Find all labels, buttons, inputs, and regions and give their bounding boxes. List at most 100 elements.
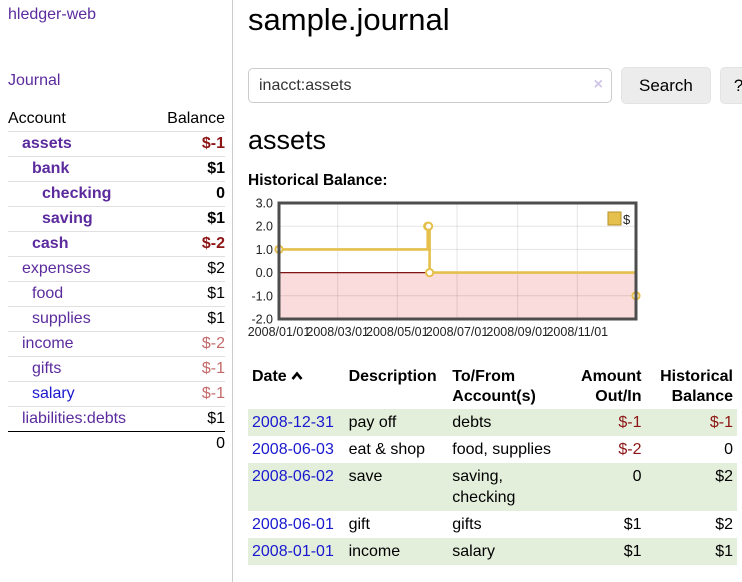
register-balance: $2: [715, 516, 733, 533]
account-row: assets $-1: [8, 132, 225, 157]
account-name-cell: salary: [8, 381, 154, 407]
page-title: sample.journal: [248, 2, 450, 37]
register-description: gift: [348, 516, 370, 533]
account-balance: $1: [153, 281, 225, 307]
main-content: sample.journal × Search ? assets Histori…: [233, 0, 742, 582]
account-name-cell: expenses: [8, 256, 154, 282]
account-row: checking 0: [8, 181, 225, 207]
register-date-cell: 2008-01-01: [248, 538, 345, 565]
svg-text:2008/03/01: 2008/03/01: [306, 325, 369, 339]
transaction-date-link[interactable]: 2008-06-01: [252, 516, 334, 533]
account-row: food $1: [8, 281, 225, 307]
accounts-total-spacer: [8, 431, 154, 456]
register-amount: $-1: [618, 414, 642, 431]
account-balance: $-1: [201, 135, 225, 152]
account-name-cell: checking: [8, 181, 154, 207]
transaction-date-link[interactable]: 2008-01-01: [252, 543, 334, 560]
account-link-expenses[interactable]: expenses: [22, 260, 91, 277]
sidebar: hledger-web Journal Account Balance asse…: [0, 0, 233, 582]
chart-legend: $: [607, 211, 631, 227]
register-header-balance: Historical Balance: [660, 368, 733, 405]
account-link-cash[interactable]: cash: [32, 235, 69, 252]
account-name-cell: income: [8, 331, 154, 357]
register-header-date[interactable]: Date: [248, 365, 345, 409]
svg-text:2008/09/01: 2008/09/01: [486, 325, 549, 339]
account-balance: $-2: [153, 331, 225, 357]
chart-title: Historical Balance:: [248, 172, 388, 189]
svg-text:3.0: 3.0: [256, 197, 273, 211]
accounts-total-balance: 0: [153, 431, 225, 456]
account-name-cell: liabilities:debts: [8, 406, 154, 432]
accounts-header-row: Account Balance: [8, 107, 225, 132]
account-link-assets[interactable]: assets: [22, 135, 72, 152]
register-date-cell: 2008-06-01: [248, 511, 345, 538]
accounts-total-row: 0: [8, 431, 225, 456]
svg-text:1.0: 1.0: [256, 243, 273, 257]
account-name-cell: gifts: [8, 356, 154, 382]
account-row: supplies $1: [8, 306, 225, 332]
register-table: Date Description To/From Account(s) Amou…: [248, 365, 737, 565]
register-row: 2008-12-31 pay off debts $-1 $-1: [248, 409, 737, 436]
register-header-amount: Amount Out/In: [581, 368, 642, 405]
account-name-cell: assets: [8, 132, 154, 157]
svg-text:2008/11/01: 2008/11/01: [546, 325, 608, 339]
register-description: eat & shop: [348, 441, 426, 458]
register-amount: $1: [623, 516, 642, 533]
register-accounts: debts: [452, 414, 492, 431]
svg-text:2.0: 2.0: [256, 220, 273, 234]
register-row: 2008-06-01 gift gifts $1 $2: [248, 511, 737, 538]
register-balance: $1: [715, 543, 733, 560]
account-row: salary $-1: [8, 381, 225, 407]
svg-text:-2.0: -2.0: [251, 313, 273, 327]
register-header-date-label: Date: [252, 368, 287, 385]
register-amount: 0: [632, 468, 642, 485]
account-row: expenses $2: [8, 256, 225, 282]
svg-text:0.0: 0.0: [256, 266, 273, 280]
account-link-bank[interactable]: bank: [32, 160, 70, 177]
transaction-date-link[interactable]: 2008-12-31: [252, 414, 334, 431]
account-row: liabilities:debts $1: [8, 406, 225, 432]
account-link-income[interactable]: income: [22, 335, 74, 352]
account-link-checking[interactable]: checking: [42, 185, 112, 202]
register-header-row: Date Description To/From Account(s) Amou…: [248, 365, 737, 409]
transaction-date-link[interactable]: 2008-06-02: [252, 468, 334, 485]
account-balance: $1: [153, 206, 225, 232]
register-header-description: Description: [348, 368, 437, 385]
clear-search-icon[interactable]: ×: [593, 76, 603, 93]
account-link-food[interactable]: food: [32, 285, 64, 302]
account-row: bank $1: [8, 156, 225, 182]
account-link-gifts[interactable]: gifts: [32, 360, 62, 377]
account-name-cell: supplies: [8, 306, 154, 332]
register-accounts: salary: [452, 543, 495, 560]
register-accounts: saving, checking: [452, 468, 516, 506]
account-balance: $-1: [153, 356, 225, 382]
account-name-cell: food: [8, 281, 154, 307]
transaction-date-link[interactable]: 2008-06-03: [252, 441, 334, 458]
app-title-link[interactable]: hledger-web: [8, 6, 97, 23]
account-balance: $2: [153, 256, 225, 282]
account-name-cell: bank: [8, 156, 154, 182]
register-row: 2008-06-02 save saving, checking 0 $2: [248, 463, 737, 511]
register-description: income: [348, 543, 401, 560]
register-balance: $2: [715, 468, 733, 485]
journal-link[interactable]: Journal: [8, 72, 61, 89]
account-link-saving[interactable]: saving: [42, 210, 93, 227]
legend-label: $: [623, 212, 631, 227]
accounts-header-balance: Balance: [153, 107, 225, 132]
account-balance: 0: [153, 181, 225, 207]
register-header-accounts: To/From Account(s): [452, 368, 536, 405]
account-balance: $1: [153, 406, 225, 432]
search-box: ×: [248, 68, 612, 103]
account-link-liabilities-debts[interactable]: liabilities:debts: [22, 410, 127, 427]
account-link-supplies[interactable]: supplies: [32, 310, 91, 327]
svg-text:2008/01/01: 2008/01/01: [248, 325, 310, 339]
account-row: cash $-2: [8, 231, 225, 257]
historical-balance-chart: 3.0 2.0 1.0 0.0 -1.0 -2.02008/01/012008/03/01…: [248, 197, 641, 339]
help-button[interactable]: ?: [719, 67, 742, 104]
account-name-cell: cash: [8, 231, 154, 257]
search-input[interactable]: [248, 68, 612, 103]
account-heading: assets: [248, 125, 327, 155]
search-button[interactable]: Search: [621, 67, 711, 104]
accounts-header-account: Account: [8, 107, 154, 132]
account-link-salary[interactable]: salary: [32, 385, 75, 402]
